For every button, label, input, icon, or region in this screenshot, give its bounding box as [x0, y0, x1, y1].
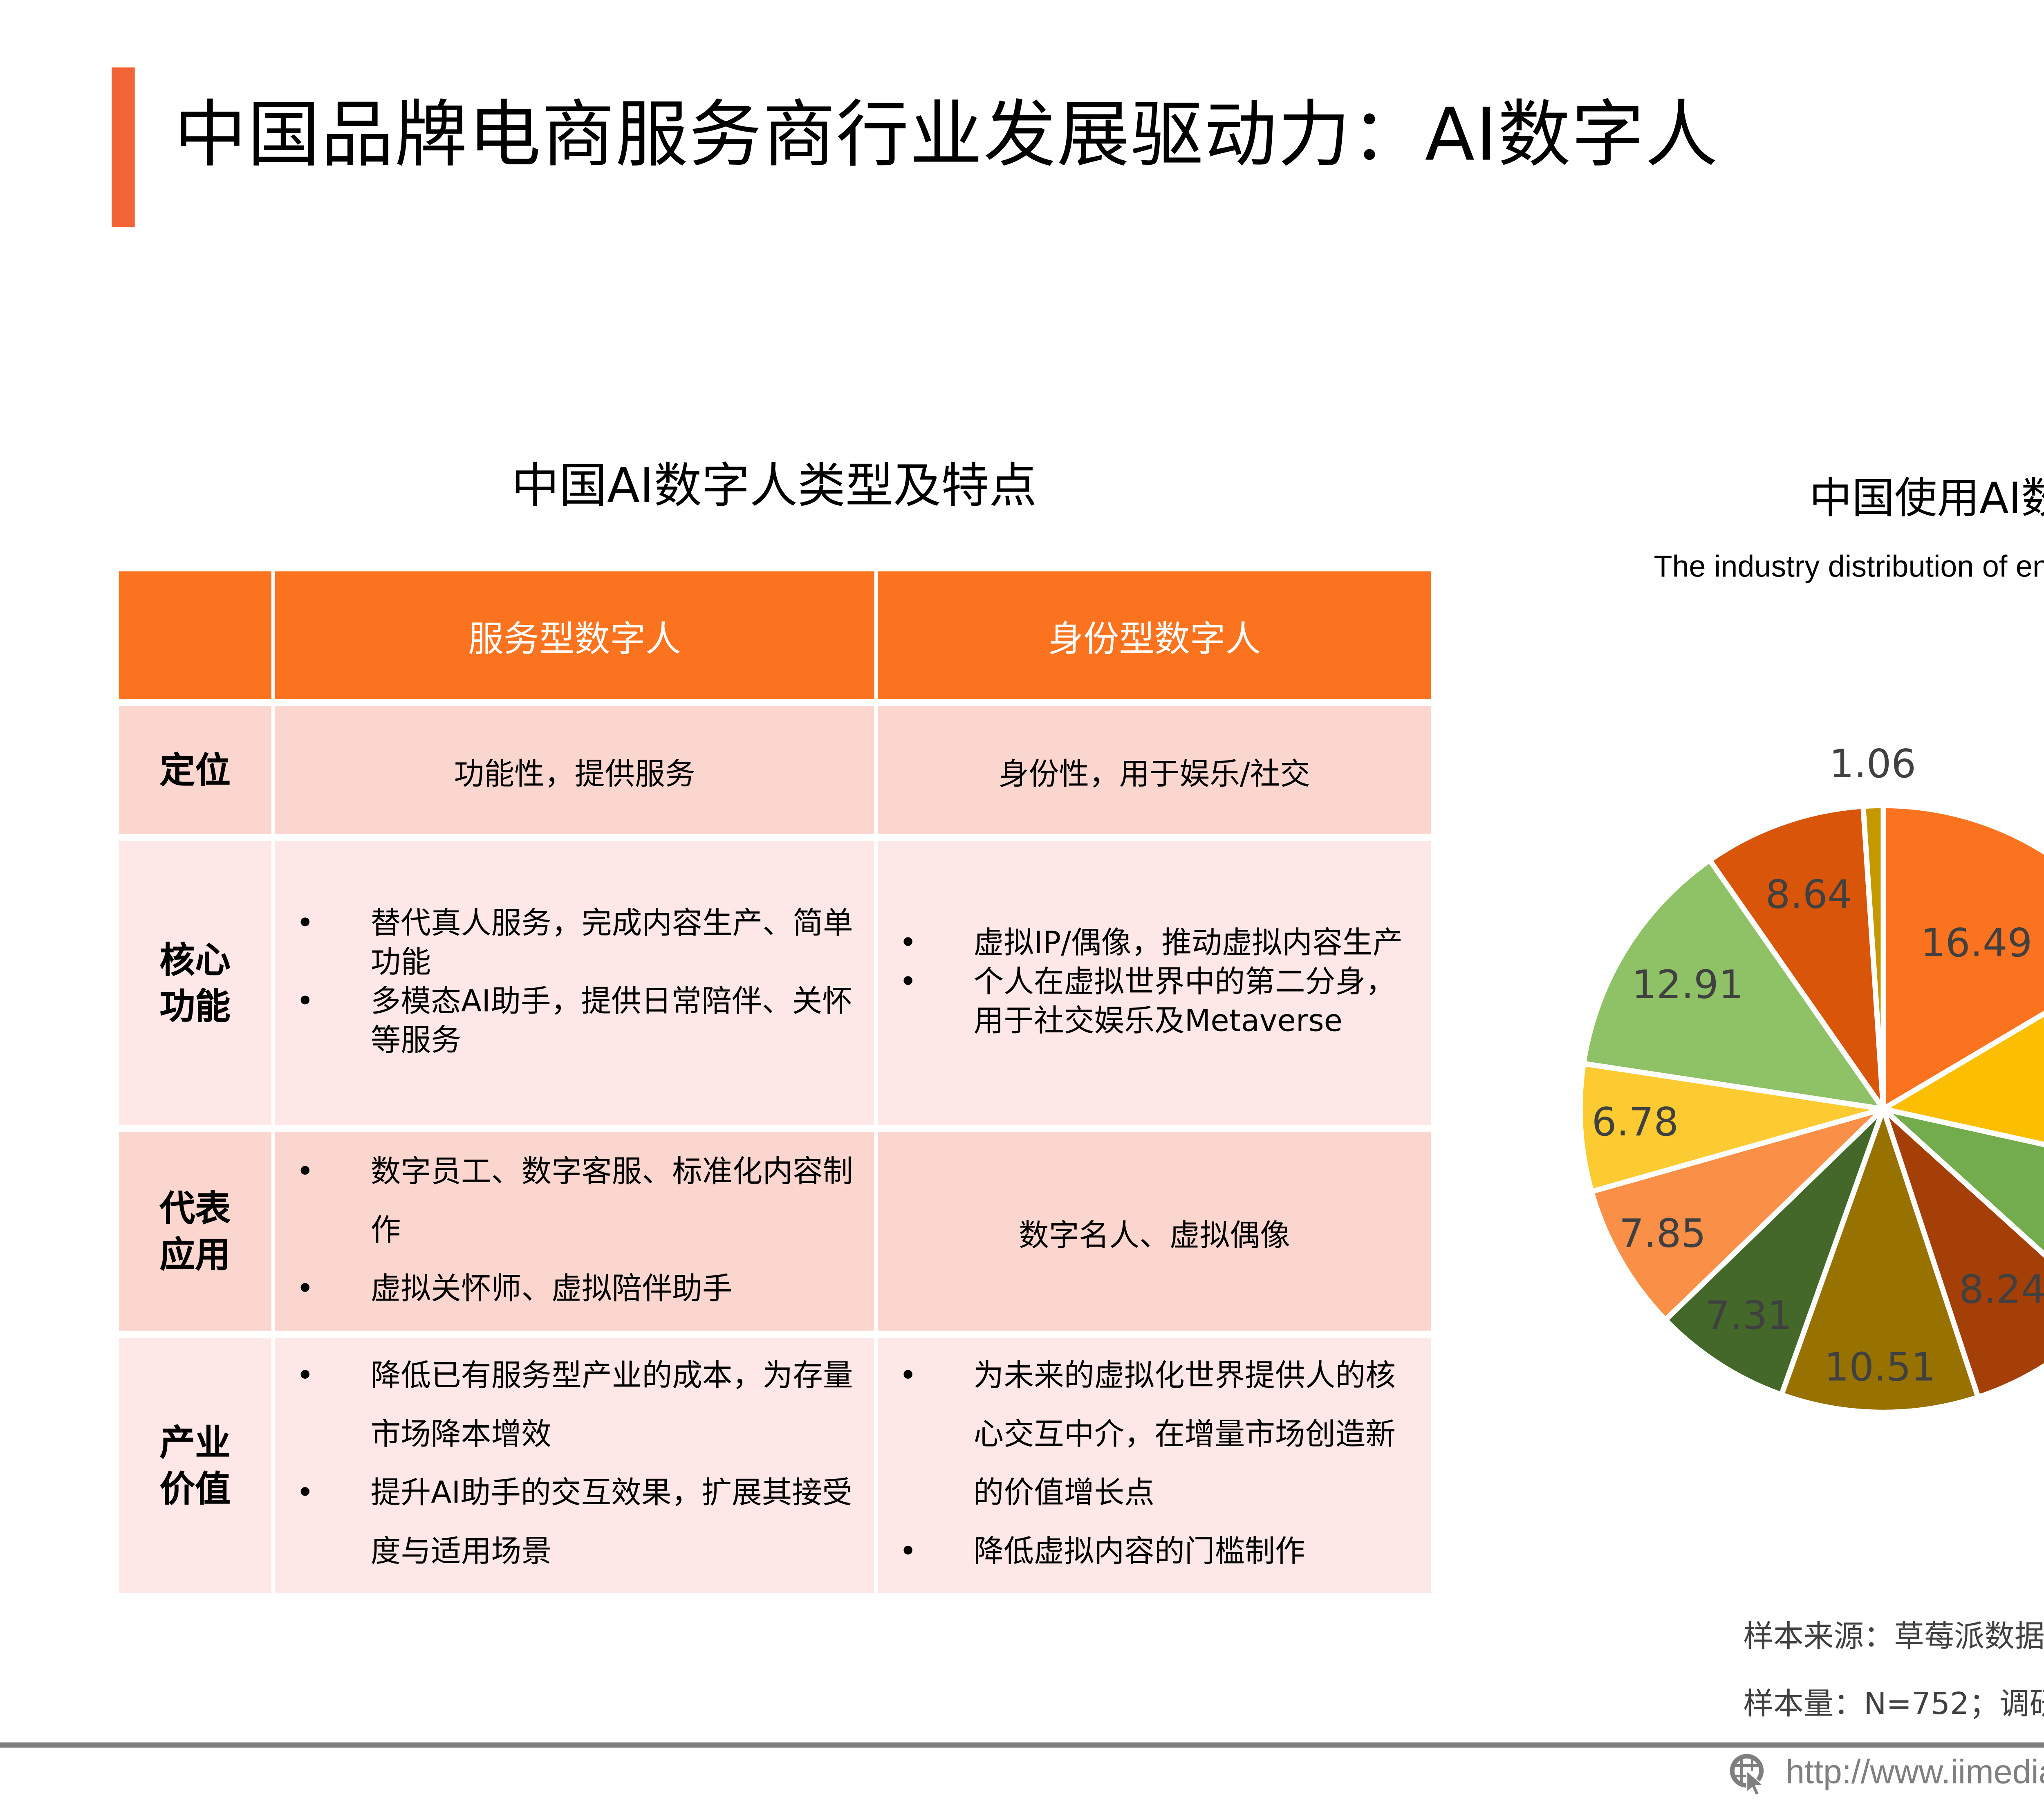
list-item: • 数字员工、数字客服、标准化内容制作: [275, 1144, 874, 1261]
list-item: • 提升AI助手的交互效果，扩展其接受度与适用场景: [275, 1466, 874, 1583]
pie-data-label: 7.85: [1619, 1211, 1706, 1256]
cell-identity-representative-apps: 数字名人、虚拟偶像: [878, 1132, 1431, 1331]
cell-service-positioning: 功能性，提供服务: [275, 706, 874, 834]
bullet-icon: •: [296, 1359, 314, 1395]
sample-source-note: 样本来源：草莓派数据调查与计算系统（Strawberry Pie）: [1743, 1620, 2044, 1655]
chart-subtitle: The industry distribution of enterprises…: [1654, 550, 2044, 584]
row-label-line: 产业: [159, 1421, 231, 1464]
pie-slice: [1878, 1100, 2044, 1401]
cell-service-industry-value: • 降低已有服务型产业的成本，为存量市场降本增效 • 提升AI助手的交互效果，扩展其…: [275, 1338, 874, 1593]
page-title: 中国品牌电商服务商行业发展驱动力：AI数字人: [174, 92, 1719, 177]
list-item: • 为未来的虚拟化世界提供人的核心交互中介，在增量市场创造新的价值增长点: [878, 1348, 1431, 1524]
footer-divider: [0, 1742, 2044, 1748]
row-label-representative-apps: 代表 应用: [119, 1132, 271, 1331]
pie-slice: [1580, 856, 1889, 1113]
row-label-line: 核心: [159, 938, 231, 981]
bullet-icon: •: [296, 1476, 314, 1512]
row-label-line: 代表: [159, 1187, 231, 1230]
pie-data-label: 16.49: [1921, 920, 2032, 966]
industry-pie-chart: 16.4911.978.248.2410.517.317.856.7812.91…: [1577, 741, 2044, 1415]
table-header-corner: [119, 571, 271, 699]
chart-title: 中国使用AI数字人企业的行业分布: [1809, 473, 2044, 524]
cell-identity-positioning: 身份性，用于娱乐/社交: [878, 706, 1431, 834]
pie-data-label: 1.06: [1829, 741, 1916, 787]
pie-data-label: 8.24: [1959, 1266, 2044, 1312]
bullet-icon: •: [296, 906, 314, 942]
table-header-identity: 身份型数字人: [878, 571, 1431, 699]
table-title: 中国AI数字人类型及特点: [511, 459, 1037, 515]
pie-slice: [1880, 803, 2044, 1114]
cell-identity-core-function: • 虚拟IP/偶像，推动虚拟内容生产 • 个人在虚拟世界中的第二分身，用于社交娱乐及…: [878, 841, 1431, 1125]
globe-cursor-icon: [1730, 1754, 1764, 1796]
row-label-positioning: 定位: [119, 706, 271, 834]
list-item: • 降低已有服务型产业的成本，为存量市场降本增效: [275, 1348, 874, 1465]
pie-slice: [1577, 1060, 1884, 1195]
bullet-icon: •: [296, 1271, 314, 1307]
pie-slice: [1876, 1010, 2044, 1147]
table-header-service: 服务型数字人: [275, 571, 874, 699]
cell-identity-industry-value: • 为未来的虚拟化世界提供人的核心交互中介，在增量市场创造新的价值增长点 • 降低虚…: [878, 1338, 1431, 1593]
title-accent-bar: [112, 67, 135, 227]
pie-slice: [1661, 1107, 1886, 1398]
row-label-line: 功能: [159, 985, 231, 1027]
row-label-core-function: 核心 功能: [119, 841, 271, 1125]
pie-data-label: 12.91: [1632, 962, 1743, 1007]
pie-slice: [1778, 1101, 1982, 1415]
pie-data-label: 6.78: [1592, 1099, 1679, 1145]
row-label-industry-value: 产业 价值: [119, 1338, 271, 1593]
bullet-icon: •: [899, 926, 917, 962]
list-item: • 虚拟关怀师、虚拟陪伴助手: [275, 1261, 874, 1319]
pie-slice: [1860, 803, 1886, 1109]
row-label-line: 应用: [159, 1233, 231, 1276]
bullet-icon: •: [296, 1154, 314, 1190]
bullet-icon: •: [296, 985, 314, 1021]
sample-size-note: 样本量：N=752；调研时间：2025年1月: [1743, 1687, 2044, 1723]
pie-data-label: 10.51: [1824, 1344, 1936, 1390]
cell-service-core-function: • 替代真人服务，完成内容生产、简单功能 • 多模态AI助手，提供日常陪伴、关怀等服…: [275, 841, 874, 1125]
footer-website-link[interactable]: http://www.iimedia.cn: [1786, 1754, 2044, 1792]
list-item: • 虚拟IP/偶像，推动虚拟内容生产: [878, 924, 1431, 963]
list-item: • 多模态AI助手，提供日常陪伴、关怀等服务: [275, 983, 874, 1061]
list-item: • 降低虚拟内容的门槛制作: [878, 1524, 1431, 1583]
bullet-icon: •: [899, 965, 917, 1001]
bullet-icon: •: [899, 1534, 917, 1570]
pie-slice: [1588, 1106, 1885, 1324]
cell-service-representative-apps: • 数字员工、数字客服、标准化内容制作 • 虚拟关怀师、虚拟陪伴助手: [275, 1132, 874, 1331]
list-item: • 个人在虚拟世界中的第二分身，用于社交娱乐及Metaverse: [878, 963, 1431, 1041]
pie-slice: [1706, 803, 1887, 1119]
pie-data-label: 7.31: [1705, 1292, 1792, 1338]
pie-data-label: 8.64: [1766, 872, 1852, 917]
list-item: • 替代真人服务，完成内容生产、简单功能: [275, 905, 874, 983]
bullet-icon: •: [899, 1359, 917, 1395]
row-label-line: 价值: [159, 1467, 231, 1510]
